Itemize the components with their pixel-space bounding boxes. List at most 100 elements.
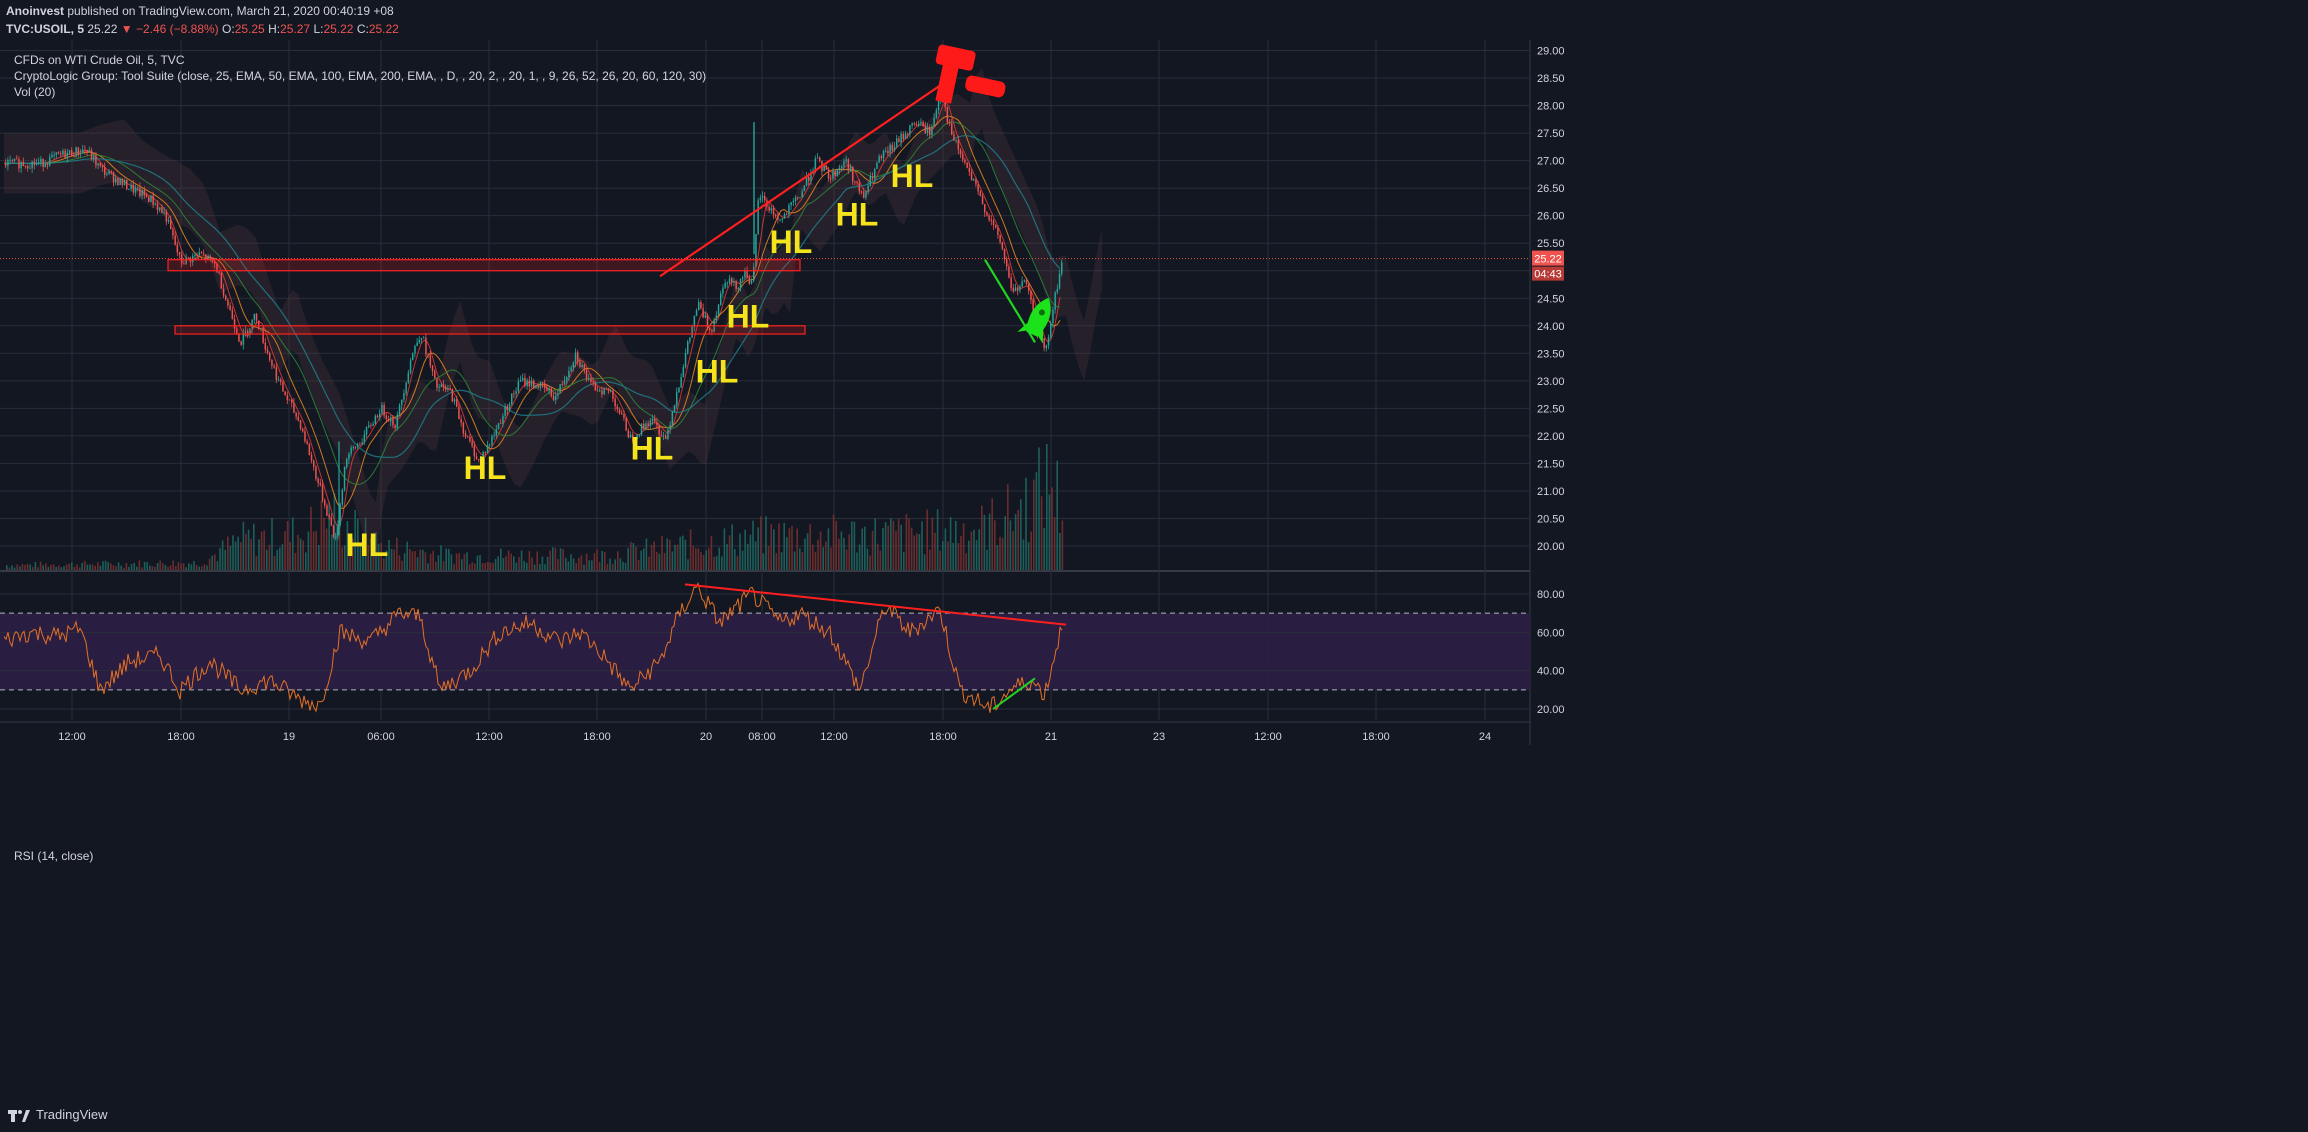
volume-bar [388, 539, 390, 570]
volume-bar [50, 564, 52, 570]
volume-bar [780, 552, 783, 570]
author-name[interactable]: Anoinvest [6, 4, 65, 18]
candle [546, 387, 548, 391]
main-chart-title[interactable]: CFDs on WTI Crude Oil, 5, TVC [14, 53, 185, 67]
candle [678, 387, 680, 393]
candle [1043, 338, 1045, 349]
volume-bar [596, 549, 598, 570]
candle [909, 125, 911, 135]
volume-bar [866, 548, 869, 570]
volume-bar [970, 531, 973, 570]
volume-bar [973, 529, 975, 570]
candle [808, 176, 810, 181]
volume-bar [419, 549, 421, 570]
candle [794, 197, 797, 201]
volume-legend[interactable]: Vol (20) [14, 85, 56, 99]
volume-bar [702, 555, 705, 570]
candle [1054, 292, 1056, 310]
candle [777, 216, 779, 220]
candle [907, 133, 909, 135]
candle [671, 411, 674, 425]
volume-bar [344, 545, 346, 570]
candle [101, 165, 104, 168]
candle [918, 123, 920, 126]
countdown-label: 04:43 [1534, 269, 1562, 281]
volume-bar [455, 553, 458, 570]
time-tick-label: 18:00 [1362, 731, 1390, 743]
volume-bar [770, 524, 772, 570]
volume-bar [357, 518, 359, 570]
candle [898, 138, 900, 143]
candle [273, 365, 275, 368]
volume-bar [864, 526, 866, 570]
volume-bar [721, 556, 723, 570]
volume-bar [437, 555, 440, 570]
candle [779, 219, 781, 221]
candle [71, 150, 73, 157]
candle [819, 157, 821, 161]
candle [896, 138, 898, 147]
candle [383, 404, 385, 416]
volume-bar [505, 556, 507, 570]
candle [339, 504, 341, 526]
rsi-line [3, 581, 1063, 713]
volume-bar [687, 559, 689, 570]
candle [293, 402, 295, 413]
volume-bar [271, 517, 273, 570]
indicator-legend[interactable]: CryptoLogic Group: Tool Suite (close, 25… [14, 69, 707, 83]
volume-bar [778, 523, 780, 570]
candle [700, 302, 702, 309]
candle [295, 412, 297, 417]
volume-bar [180, 563, 182, 570]
volume-bar [198, 566, 200, 570]
candle [761, 196, 764, 198]
candle [233, 319, 236, 329]
candle [260, 327, 262, 330]
volume-bar [26, 563, 29, 570]
volume-bar [931, 517, 934, 570]
tradingview-brand[interactable]: TradingView [8, 1107, 108, 1122]
candle [449, 388, 451, 390]
candle [88, 150, 91, 152]
volume-bar [453, 564, 455, 570]
volume-bar [377, 543, 380, 570]
open-value: 25.25 [234, 22, 265, 36]
candle [27, 166, 29, 169]
volume-bar [762, 553, 765, 570]
candle [306, 441, 308, 444]
volume-bar [518, 557, 520, 570]
candle [403, 393, 405, 400]
symbol-label[interactable]: TVC:USOIL, 5 [6, 22, 85, 36]
volume-bar [492, 562, 494, 570]
volume-bar [793, 551, 796, 570]
candle [946, 107, 949, 123]
volume-bar [760, 516, 762, 570]
candle [218, 272, 220, 274]
candle [467, 436, 469, 438]
candle [156, 204, 159, 210]
time-tick-label: 12:00 [820, 731, 848, 743]
candle [986, 212, 988, 216]
volume-bar [130, 563, 133, 570]
candle [205, 254, 207, 261]
volume-bar [926, 509, 928, 570]
chart-canvas[interactable]: 29.00 28.50 28.00 27.50 27.00 26.50 26.00 25.50… [0, 0, 2308, 1100]
candle [920, 121, 922, 124]
candle [493, 435, 495, 437]
volume-bar [268, 544, 271, 570]
rsi-legend[interactable]: RSI (14, close) [14, 849, 94, 863]
publisher-line: Anoinvest published on TradingView.com, … [6, 4, 394, 18]
candle [1001, 242, 1004, 249]
price-tick-label: 22.00 [1537, 431, 1565, 443]
candle [874, 168, 876, 179]
volume-bar [741, 550, 744, 570]
candle [687, 341, 689, 354]
candle [515, 391, 517, 394]
volume-bar [258, 539, 260, 570]
candle [167, 219, 170, 222]
candle [955, 140, 957, 142]
candle [1014, 287, 1017, 292]
candle [22, 162, 25, 166]
candle [44, 163, 47, 168]
candle [757, 200, 759, 235]
